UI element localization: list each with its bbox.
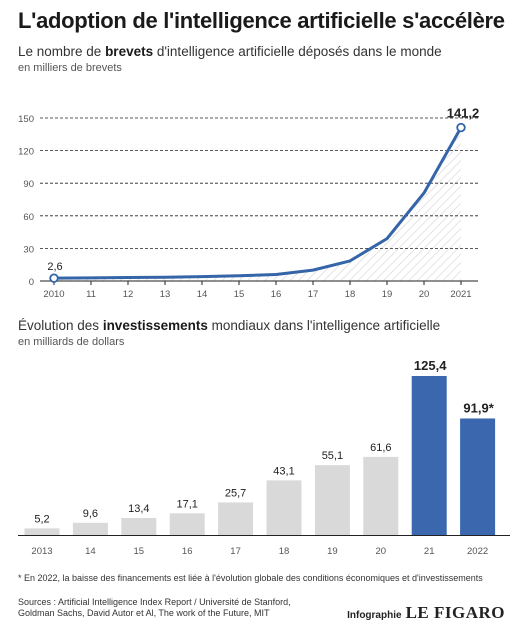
x-tick-label: 16 (271, 289, 282, 300)
line-area-hatch (54, 127, 461, 281)
bar-value-label: 125,4 (414, 358, 447, 373)
x-tick-label: 14 (197, 289, 208, 300)
sources: Sources : Artificial Intelligence Index … (18, 597, 291, 618)
bar-value-label: 25,7 (225, 487, 246, 499)
bar (266, 480, 302, 535)
x-tick-label: 19 (327, 546, 338, 557)
bar (411, 376, 447, 535)
x-tick-label: 20 (376, 546, 387, 557)
bar (169, 513, 205, 535)
x-tick-label: 13 (160, 289, 171, 300)
x-tick-label: 2021 (450, 289, 471, 300)
x-tick-label: 17 (308, 289, 319, 300)
bar-value-label: 5,2 (34, 513, 49, 525)
bar-value-label: 17,1 (176, 498, 197, 510)
bar-value-label: 91,9* (463, 400, 494, 415)
y-tick-label: 150 (18, 114, 34, 125)
investments-bar-chart: 5,2 2013 9,6 14 13,4 15 17,1 16 25,7 17 43,1 18 55,1… (18, 358, 510, 557)
bar-value-label: 61,6 (370, 442, 391, 454)
bar-value-label: 55,1 (322, 450, 343, 462)
data-label: 2,6 (47, 261, 62, 273)
bar (460, 418, 496, 535)
x-tick-label: 15 (134, 546, 145, 557)
bar (363, 456, 399, 535)
x-tick-label: 17 (230, 546, 241, 557)
x-tick-label: 15 (234, 289, 245, 300)
y-tick-label: 0 (29, 277, 34, 288)
data-label: 141,2 (447, 106, 480, 121)
x-tick-label: 2010 (43, 289, 64, 300)
y-tick-label: 90 (23, 179, 34, 190)
x-tick-label: 2013 (31, 546, 52, 557)
le-figaro-logo: LE FIGARO (405, 603, 505, 622)
bar (72, 522, 108, 535)
investments-subtitle: Évolution des investissements mondiaux d… (18, 318, 441, 333)
x-tick-label: 14 (85, 546, 96, 557)
y-tick-label: 60 (23, 212, 34, 223)
bar-value-label: 43,1 (273, 465, 294, 477)
bar-value-label: 9,6 (83, 508, 98, 520)
y-tick-label: 120 (18, 147, 34, 158)
series-line (52, 126, 463, 280)
bar (24, 528, 60, 535)
data-point (49, 273, 59, 283)
x-tick-label: 2022 (467, 546, 488, 557)
x-tick-label: 18 (279, 546, 290, 557)
bar (121, 518, 157, 535)
x-tick-label: 20 (419, 289, 430, 300)
bar (218, 502, 254, 535)
bar-value-label: 13,4 (128, 503, 149, 515)
y-tick-label: 30 (23, 244, 34, 255)
x-tick-label: 16 (182, 546, 193, 557)
credit: Infographie LE FIGARO (347, 603, 505, 623)
patents-unit: en milliers de brevets (18, 62, 122, 74)
x-tick-label: 21 (424, 546, 435, 557)
patents-line-chart: 0 30 60 90 120 150 2010 11 12 13 14 15 16 17 18 19 20 202… (18, 106, 480, 300)
investments-unit: en milliards de dollars (18, 336, 125, 348)
data-point (456, 122, 466, 133)
footnote: * En 2022, la baisse des financements es… (18, 573, 483, 583)
x-tick-label: 11 (86, 289, 96, 300)
page-title: L'adoption de l'intelligence artificiell… (18, 8, 505, 33)
credit-label: Infographie (347, 610, 402, 621)
x-tick-label: 18 (345, 289, 356, 300)
patents-subtitle: Le nombre de brevets d'intelligence arti… (18, 44, 442, 59)
x-tick-label: 19 (382, 289, 393, 300)
x-tick-label: 12 (123, 289, 134, 300)
bar (314, 465, 350, 535)
